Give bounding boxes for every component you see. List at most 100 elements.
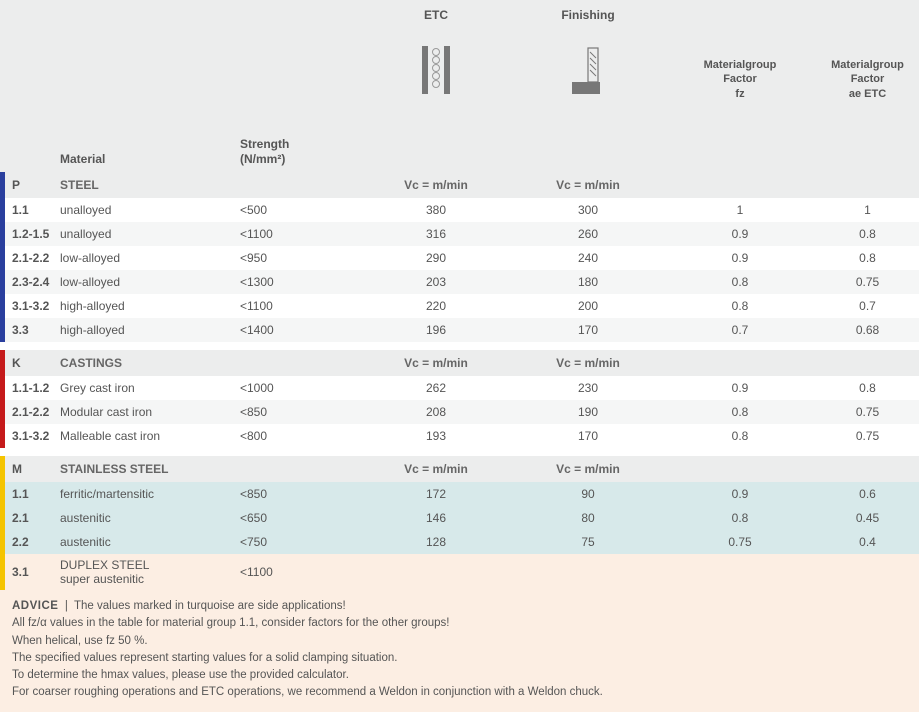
row-fz-factor: 0.9 — [664, 251, 816, 265]
row-etc: 208 — [360, 405, 512, 419]
row-etc: 146 — [360, 511, 512, 525]
advice-line: All fz/α values in the table for materia… — [12, 617, 449, 629]
row-material: austenitic — [60, 535, 240, 549]
table-row: 3.1-3.2high-alloyed<11002202000.80.7 — [0, 294, 919, 318]
row-etc: 172 — [360, 487, 512, 501]
row-material: unalloyed — [60, 227, 240, 241]
row-code: 3.1 — [0, 565, 60, 579]
row-code: 3.1-3.2 — [0, 429, 60, 443]
header-ae-l2: Factor — [816, 72, 919, 86]
row-ae-factor: 0.75 — [816, 275, 919, 289]
row-fz-factor: 0.75 — [664, 535, 816, 549]
row-strength: <750 — [240, 535, 360, 549]
group-title: STAINLESS STEEL — [60, 462, 240, 476]
row-etc: 290 — [360, 251, 512, 265]
row-strength: <500 — [240, 203, 360, 217]
row-finishing: 230 — [512, 381, 664, 395]
row-ae-factor: 0.8 — [816, 227, 919, 241]
row-strength: <1000 — [240, 381, 360, 395]
row-material: DUPLEX STEELsuper austenitic — [60, 558, 240, 586]
row-code: 1.1 — [0, 487, 60, 501]
row-finishing: 180 — [512, 275, 664, 289]
advice-box: ADVICE | The values marked in turquoise … — [0, 590, 919, 712]
material-group: PSTEELVc = m/minVc = m/min1.1unalloyed<5… — [0, 172, 919, 342]
header-fz-l3: fz — [664, 87, 816, 101]
row-fz-factor: 0.9 — [664, 381, 816, 395]
row-ae-factor: 0.75 — [816, 405, 919, 419]
advice-line: For coarser roughing operations and ETC … — [12, 686, 603, 698]
row-finishing: 90 — [512, 487, 664, 501]
group-title-row: MSTAINLESS STEEL Vc = m/minVc = m/min — [0, 456, 919, 482]
advice-title: ADVICE — [12, 600, 58, 612]
row-code: 2.2 — [0, 535, 60, 549]
row-fz-factor: 0.8 — [664, 275, 816, 289]
group-title: STEEL — [60, 178, 240, 192]
row-finishing: 240 — [512, 251, 664, 265]
header-finishing-label: Finishing — [512, 8, 664, 22]
advice-line: The specified values represent starting … — [12, 652, 397, 664]
advice-line: To determine the hmax values, please use… — [12, 669, 349, 681]
unit-label: Vc = m/min — [512, 356, 664, 370]
header-fz-l1: Materialgroup — [664, 58, 816, 72]
table-row: 3.3high-alloyed<14001961700.70.68 — [0, 318, 919, 342]
row-etc: 196 — [360, 323, 512, 337]
group-title-row: PSTEELVc = m/minVc = m/min — [0, 172, 919, 198]
header-ae-l1: Materialgroup — [816, 58, 919, 72]
header-fz-l2: Factor — [664, 72, 816, 86]
unit-label: Vc = m/min — [360, 178, 512, 192]
row-finishing: 170 — [512, 429, 664, 443]
row-etc: 193 — [360, 429, 512, 443]
unit-label: Vc = m/min — [360, 462, 512, 476]
table-row: 1.1-1.2Grey cast iron<10002622300.90.8 — [0, 376, 919, 400]
row-material: Malleable cast iron — [60, 429, 240, 443]
row-ae-factor: 0.8 — [816, 381, 919, 395]
row-strength: <950 — [240, 251, 360, 265]
row-ae-factor: 0.45 — [816, 511, 919, 525]
group-code: M — [0, 462, 60, 476]
row-fz-factor: 1 — [664, 203, 816, 217]
row-strength: <650 — [240, 511, 360, 525]
row-material: high-alloyed — [60, 299, 240, 313]
unit-label: Vc = m/min — [512, 178, 664, 192]
row-strength: <850 — [240, 487, 360, 501]
row-strength: <1100 — [240, 227, 360, 241]
row-finishing: 170 — [512, 323, 664, 337]
row-etc: 262 — [360, 381, 512, 395]
material-group: KCASTINGSVc = m/minVc = m/min1.1-1.2Grey… — [0, 350, 919, 448]
row-finishing: 80 — [512, 511, 664, 525]
row-strength: <800 — [240, 429, 360, 443]
row-ae-factor: 0.8 — [816, 251, 919, 265]
cutting-data-table: ETC Finishing — [0, 0, 919, 712]
row-etc: 380 — [360, 203, 512, 217]
row-etc: 220 — [360, 299, 512, 313]
table-row: 1.1ferritic/martensitic<850172900.90.6 — [0, 482, 919, 506]
row-code: 1.1 — [0, 203, 60, 217]
row-code: 1.2-1.5 — [0, 227, 60, 241]
row-material: austenitic — [60, 511, 240, 525]
group-title-row: KCASTINGSVc = m/minVc = m/min — [0, 350, 919, 376]
row-strength: <850 — [240, 405, 360, 419]
table-row: 2.2austenitic<750128750.750.4 — [0, 530, 919, 554]
group-code: K — [0, 356, 60, 370]
finishing-icon — [512, 42, 664, 98]
row-material: Modular cast iron — [60, 405, 240, 419]
unit-label: Vc = m/min — [360, 356, 512, 370]
row-ae-factor: 0.7 — [816, 299, 919, 313]
header-top-row: ETC Finishing — [0, 0, 919, 130]
row-code: 2.1-2.2 — [0, 405, 60, 419]
row-code: 2.3-2.4 — [0, 275, 60, 289]
row-material: high-alloyed — [60, 323, 240, 337]
table-row: 1.1unalloyed<50038030011 — [0, 198, 919, 222]
header-material-label: Material — [60, 152, 240, 166]
table-row: 2.1austenitic<650146800.80.45 — [0, 506, 919, 530]
row-code: 3.1-3.2 — [0, 299, 60, 313]
advice-line: When helical, use fz 50 %. — [12, 635, 148, 647]
row-strength: <1100 — [240, 299, 360, 313]
table-row: 2.1-2.2low-alloyed<9502902400.90.8 — [0, 246, 919, 270]
row-fz-factor: 0.9 — [664, 227, 816, 241]
advice-line: The values marked in turquoise are side … — [74, 600, 346, 612]
unit-label: Vc = m/min — [512, 462, 664, 476]
row-ae-factor: 0.68 — [816, 323, 919, 337]
row-fz-factor: 0.7 — [664, 323, 816, 337]
row-fz-factor: 0.8 — [664, 429, 816, 443]
